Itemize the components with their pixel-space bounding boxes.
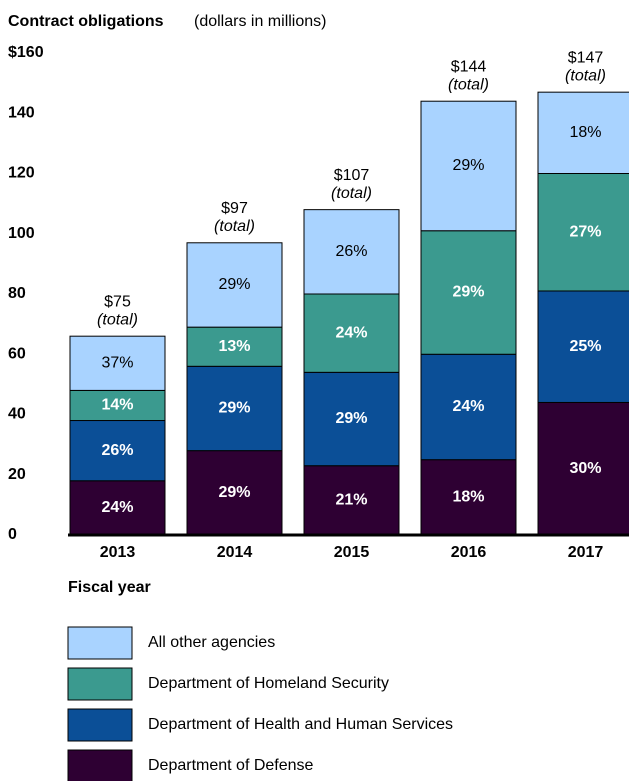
legend-swatch bbox=[67, 708, 133, 742]
y-tick-label: 0 bbox=[8, 526, 17, 543]
share-label: 29% bbox=[218, 400, 250, 417]
total-note: (total) bbox=[97, 311, 138, 328]
x-tick-label: 2015 bbox=[334, 544, 370, 561]
total-label: $97 bbox=[221, 200, 248, 217]
legend-label: All other agencies bbox=[148, 634, 275, 651]
bar-segment bbox=[69, 480, 166, 536]
share-label: 29% bbox=[218, 484, 250, 501]
total-label: $75 bbox=[104, 293, 131, 310]
share-label: 29% bbox=[335, 410, 367, 427]
legend-label: Department of Defense bbox=[148, 757, 314, 774]
legend-swatch bbox=[67, 749, 133, 781]
bar-segment bbox=[420, 459, 517, 536]
share-label: 26% bbox=[335, 243, 367, 260]
bar-segment bbox=[303, 209, 400, 295]
bar-segment bbox=[69, 335, 166, 391]
chart-title: Contract obligations bbox=[8, 13, 164, 30]
share-label: 21% bbox=[335, 492, 367, 509]
bar-segment bbox=[537, 173, 629, 292]
bar-segment bbox=[537, 91, 629, 174]
y-tick-label: 120 bbox=[8, 165, 35, 182]
x-tick-label: 2014 bbox=[217, 544, 253, 561]
bar-segment bbox=[420, 230, 517, 355]
x-axis-label: Fiscal year bbox=[68, 579, 151, 596]
y-tick-label: 60 bbox=[8, 345, 26, 362]
bar-segment bbox=[69, 420, 166, 482]
share-label: 29% bbox=[452, 157, 484, 174]
total-label: $107 bbox=[334, 167, 370, 184]
share-label: 27% bbox=[569, 223, 601, 240]
share-label: 26% bbox=[101, 442, 133, 459]
y-tick-label: 20 bbox=[8, 466, 26, 483]
y-tick-label: 100 bbox=[8, 225, 35, 242]
bar-segment bbox=[186, 450, 283, 536]
total-note: (total) bbox=[448, 76, 489, 93]
bar-segment bbox=[537, 401, 629, 536]
share-label: 18% bbox=[452, 489, 484, 506]
chart-subtitle: (dollars in millions) bbox=[194, 13, 326, 30]
y-tick-label: 40 bbox=[8, 406, 26, 423]
share-label: 14% bbox=[101, 397, 133, 414]
share-label: 13% bbox=[218, 338, 250, 355]
legend-label: Department of Health and Human Services bbox=[148, 716, 453, 733]
bar-segment bbox=[303, 293, 400, 373]
legend-swatch bbox=[67, 667, 133, 701]
share-label: 37% bbox=[101, 355, 133, 372]
x-tick-label: 2016 bbox=[451, 544, 487, 561]
y-tick-label: 140 bbox=[8, 104, 35, 121]
total-label: $144 bbox=[451, 58, 487, 75]
legend-swatch bbox=[67, 626, 133, 660]
bar-segment bbox=[303, 371, 400, 467]
y-tick-label: 80 bbox=[8, 285, 26, 302]
x-tick-label: 2013 bbox=[100, 544, 136, 561]
total-note: (total) bbox=[565, 67, 606, 84]
share-label: 18% bbox=[569, 124, 601, 141]
legend-label: Department of Homeland Security bbox=[148, 675, 389, 692]
bar-segment bbox=[186, 365, 283, 452]
y-tick-label: $160 bbox=[8, 44, 44, 61]
total-label: $147 bbox=[568, 49, 604, 66]
bar-segment bbox=[186, 242, 283, 328]
share-label: 25% bbox=[569, 338, 601, 355]
share-label: 24% bbox=[101, 499, 133, 516]
bar-segment bbox=[420, 100, 517, 232]
total-note: (total) bbox=[331, 185, 372, 202]
share-label: 29% bbox=[452, 284, 484, 301]
x-tick-label: 2017 bbox=[568, 544, 604, 561]
total-note: (total) bbox=[214, 218, 255, 235]
share-label: 30% bbox=[569, 460, 601, 477]
share-label: 29% bbox=[218, 276, 250, 293]
bar-segment bbox=[186, 326, 283, 367]
share-label: 24% bbox=[452, 398, 484, 415]
share-label: 24% bbox=[335, 324, 367, 341]
